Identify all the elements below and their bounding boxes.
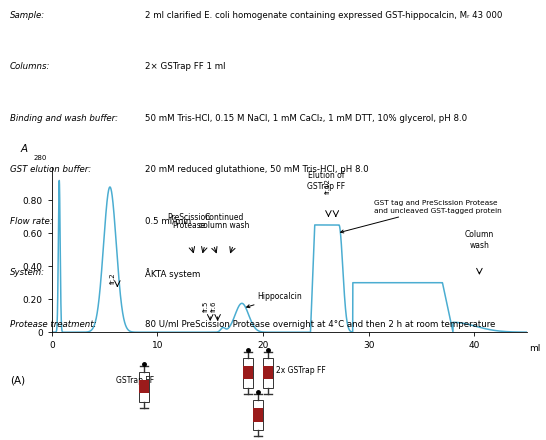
Text: 20 mM reduced glutathione, 50 mM Tris-HCl, pH 8.0: 20 mM reduced glutathione, 50 mM Tris-HC… xyxy=(145,165,369,174)
Bar xyxy=(243,366,253,379)
Text: Hippocalcin: Hippocalcin xyxy=(247,292,302,308)
Bar xyxy=(253,408,263,422)
Text: GST tag and PreScission Protease
and uncleaved GST-tagged protein: GST tag and PreScission Protease and unc… xyxy=(341,200,502,233)
Text: Continued: Continued xyxy=(204,213,244,222)
Text: 2× GSTrap FF 1 ml: 2× GSTrap FF 1 ml xyxy=(145,62,225,71)
Text: 2x GSTrap FF: 2x GSTrap FF xyxy=(276,366,326,375)
Text: fr.5: fr.5 xyxy=(203,301,209,312)
Bar xyxy=(243,358,253,388)
Text: GSTrap FF: GSTrap FF xyxy=(116,376,154,385)
Text: System:: System: xyxy=(10,268,45,277)
Bar xyxy=(263,366,273,379)
Text: GST elution buffer:: GST elution buffer: xyxy=(10,165,91,174)
Text: 0.5 ml/min: 0.5 ml/min xyxy=(145,217,191,226)
Text: Protease: Protease xyxy=(173,221,206,230)
Text: Binding and wash buffer:: Binding and wash buffer: xyxy=(10,114,118,123)
Text: fr.6: fr.6 xyxy=(210,301,216,312)
Text: fr.2: fr.2 xyxy=(110,272,116,283)
Text: ÅKTA system: ÅKTA system xyxy=(145,268,200,279)
Text: 80 U/ml PreScission Protease overnight at 4°C and then 2 h at room temperature: 80 U/ml PreScission Protease overnight a… xyxy=(145,320,495,329)
Text: Columns:: Columns: xyxy=(10,62,50,71)
Text: Elution of
GSTrap FF: Elution of GSTrap FF xyxy=(307,171,346,191)
Bar xyxy=(263,358,273,388)
Text: (A): (A) xyxy=(10,376,25,386)
Text: fr.12: fr.12 xyxy=(325,178,331,194)
Text: Flow rate:: Flow rate: xyxy=(10,217,52,226)
Text: ml: ml xyxy=(529,344,541,353)
Bar xyxy=(139,372,149,402)
Text: 2 ml clarified E. coli homogenate containing expressed GST-hippocalcin, Mᵣ 43 00: 2 ml clarified E. coli homogenate contai… xyxy=(145,11,502,20)
Text: A: A xyxy=(21,144,28,154)
Bar xyxy=(253,400,263,430)
Text: column wash: column wash xyxy=(199,221,249,230)
Text: 50 mM Tris-HCl, 0.15 M NaCl, 1 mM CaCl₂, 1 mM DTT, 10% glycerol, pH 8.0: 50 mM Tris-HCl, 0.15 M NaCl, 1 mM CaCl₂,… xyxy=(145,114,467,123)
Text: 280: 280 xyxy=(34,154,47,161)
Text: Protease treatment:: Protease treatment: xyxy=(10,320,96,329)
Bar xyxy=(139,380,149,393)
Text: Column
wash: Column wash xyxy=(465,230,494,250)
Text: Sample:: Sample: xyxy=(10,11,45,20)
Text: PreScission: PreScission xyxy=(168,213,211,222)
